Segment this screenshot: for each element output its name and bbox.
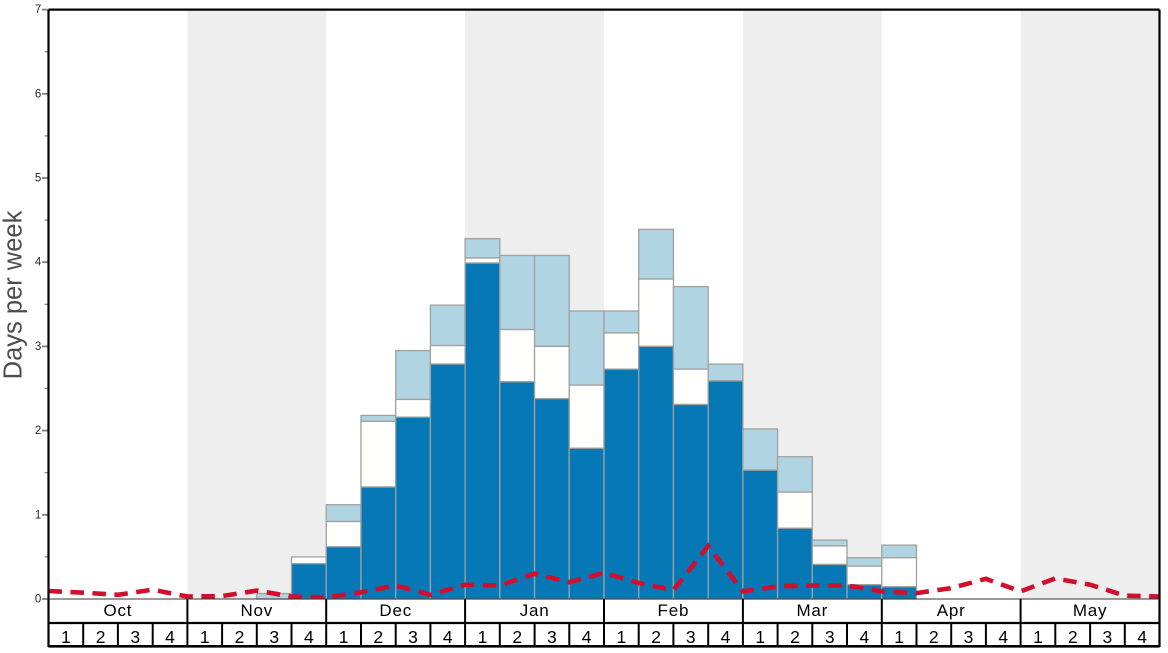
svg-text:4: 4 [35, 257, 42, 269]
svg-text:2: 2 [790, 627, 800, 647]
svg-text:2: 2 [512, 627, 522, 647]
svg-text:2: 2 [929, 627, 939, 647]
svg-text:2: 2 [235, 627, 245, 647]
svg-text:4: 4 [443, 627, 453, 647]
svg-text:2: 2 [1068, 627, 1078, 647]
svg-text:Nov: Nov [240, 601, 273, 620]
svg-text:1: 1 [478, 627, 488, 647]
svg-text:3: 3 [35, 341, 41, 353]
svg-text:1: 1 [617, 627, 627, 647]
svg-text:5: 5 [35, 173, 41, 185]
svg-text:Mar: Mar [796, 601, 828, 620]
svg-text:3: 3 [686, 627, 696, 647]
svg-text:1: 1 [339, 627, 349, 647]
svg-text:3: 3 [130, 627, 140, 647]
svg-text:2: 2 [651, 627, 661, 647]
svg-text:Feb: Feb [658, 601, 690, 620]
svg-text:3: 3 [1103, 627, 1113, 647]
svg-text:Jan: Jan [520, 601, 550, 620]
svg-text:7: 7 [35, 4, 41, 16]
svg-text:1: 1 [755, 627, 765, 647]
svg-text:Days per week: Days per week [0, 210, 28, 379]
svg-text:2: 2 [373, 627, 383, 647]
svg-text:May: May [1073, 601, 1108, 620]
svg-text:Dec: Dec [379, 601, 412, 620]
svg-text:1: 1 [35, 509, 41, 521]
svg-text:2: 2 [35, 425, 41, 437]
svg-text:1: 1 [894, 627, 904, 647]
svg-text:3: 3 [547, 627, 557, 647]
svg-text:1: 1 [200, 627, 210, 647]
svg-text:4: 4 [1137, 627, 1147, 647]
svg-text:Apr: Apr [937, 601, 966, 620]
svg-text:4: 4 [860, 627, 870, 647]
svg-text:1: 1 [61, 627, 71, 647]
svg-text:4: 4 [998, 627, 1008, 647]
svg-text:3: 3 [269, 627, 279, 647]
svg-text:4: 4 [721, 627, 731, 647]
svg-text:2: 2 [96, 627, 106, 647]
svg-text:4: 4 [304, 627, 314, 647]
svg-text:3: 3 [408, 627, 418, 647]
svg-text:0: 0 [35, 594, 41, 606]
svg-text:3: 3 [825, 627, 835, 647]
svg-text:4: 4 [582, 627, 592, 647]
svg-text:3: 3 [964, 627, 974, 647]
svg-text:1: 1 [1033, 627, 1043, 647]
svg-text:6: 6 [35, 88, 41, 100]
svg-text:Oct: Oct [103, 601, 132, 620]
svg-text:4: 4 [165, 627, 175, 647]
